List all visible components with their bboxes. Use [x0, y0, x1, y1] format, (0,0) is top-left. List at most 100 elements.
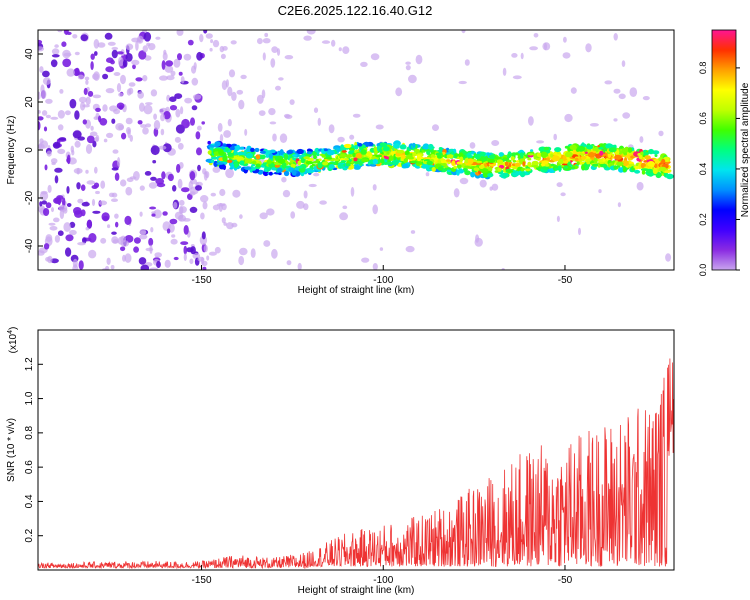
spectrogram-cell: [44, 164, 48, 171]
spectrogram-cell: [586, 144, 594, 150]
spectrogram-cell: [405, 61, 411, 65]
spectrogram-cell: [453, 165, 458, 169]
spectrogram-cell: [343, 143, 352, 149]
spectrogram-cell: [42, 70, 50, 78]
spectrogram-cell: [296, 148, 304, 155]
spectrogram-cell: [580, 156, 587, 160]
spectrogram-cell: [576, 161, 580, 166]
spectrogram-cell: [461, 30, 466, 34]
spectrogram-cell: [63, 222, 71, 232]
spectrogram-cell: [491, 183, 499, 191]
spectrogram-cell: [283, 154, 289, 160]
spectrogram-x-axis-label: Height of straight line (km): [298, 285, 415, 296]
spectrogram-cell: [643, 160, 648, 163]
spectrogram-cell: [212, 166, 221, 173]
spectrogram-cell: [426, 160, 433, 165]
spectrogram-cell: [126, 88, 132, 96]
spectrogram-cell: [203, 30, 208, 34]
spectrogram-cell: [528, 116, 534, 126]
spectrogram-cell: [236, 89, 244, 95]
spectrogram-cell: [296, 165, 303, 169]
spectrogram-x-tick-label: -50: [558, 275, 573, 286]
spectrogram-cell: [502, 172, 509, 178]
spectrogram-cell: [306, 151, 313, 155]
spectrogram-cell: [230, 40, 237, 45]
spectrogram-cell: [177, 178, 183, 189]
spectrogram-cell: [69, 229, 77, 236]
spectrogram-cell: [66, 68, 75, 77]
spectrogram-cell: [265, 154, 270, 158]
spectrogram-cell: [257, 38, 263, 45]
spectrogram-cell: [142, 75, 148, 82]
spectrogram-cell: [121, 132, 127, 140]
spectrogram-cell: [323, 148, 328, 152]
spectrogram-cell: [551, 155, 560, 162]
snr-plot-area: [38, 330, 674, 570]
spectrogram-cell: [90, 53, 95, 60]
spectrogram-cell: [350, 144, 354, 149]
spectrogram-cell: [86, 219, 92, 229]
spectrogram-cell: [166, 75, 175, 81]
spectrogram-cell: [475, 234, 480, 243]
spectrogram-cell: [65, 234, 74, 242]
spectrogram-cell: [342, 46, 350, 54]
spectrogram-cell: [648, 148, 655, 155]
spectrogram-cell: [527, 157, 532, 161]
spectrogram-cell: [58, 137, 67, 141]
spectrogram-cell: [133, 246, 140, 253]
spectrogram-cell: [346, 154, 353, 158]
spectrogram-cell: [654, 154, 658, 158]
spectrogram-cell: [602, 163, 608, 169]
spectrogram-cell: [244, 128, 248, 136]
spectrogram-cell: [83, 87, 88, 96]
spectrogram-cell: [178, 214, 184, 222]
spectrogram-cell: [107, 41, 116, 46]
spectrogram-cell: [386, 151, 390, 155]
spectrogram-cell: [502, 67, 507, 76]
spectrogram-cell: [458, 80, 467, 85]
spectrogram-cell: [431, 167, 436, 172]
spectrogram-cell: [137, 120, 143, 125]
spectrogram-cell: [372, 184, 377, 191]
spectrogram-cell: [278, 77, 284, 81]
spectrogram-cell: [176, 30, 184, 36]
spectrogram-cell: [641, 170, 646, 175]
spectrogram-cell: [504, 161, 509, 166]
spectrogram-cell: [297, 262, 302, 270]
spectrogram-cell: [496, 159, 504, 165]
spectrogram-cell: [631, 167, 635, 171]
spectrogram-cell: [405, 245, 415, 253]
spectrogram-cell: [255, 163, 261, 168]
spectrogram-cell: [437, 159, 442, 164]
spectrogram-cell: [328, 164, 335, 170]
spectrogram-cell: [270, 58, 276, 68]
spectrogram-cell: [340, 144, 345, 150]
spectrogram-cell: [180, 76, 185, 84]
spectrogram-cell: [269, 149, 276, 154]
spectrogram-cell: [74, 110, 80, 120]
spectrogram-cell: [250, 147, 255, 153]
spectrogram-cell: [62, 197, 66, 208]
spectrogram-cell: [379, 159, 385, 164]
spectrogram-cell: [126, 177, 134, 183]
spectrogram-cell: [189, 171, 196, 181]
spectrogram-cell: [85, 79, 89, 85]
spectrogram-cell: [563, 36, 567, 43]
spectrogram-cell: [445, 159, 451, 162]
spectrogram-cell: [222, 155, 228, 162]
spectrogram-cell: [140, 264, 150, 270]
spectrogram-cell: [135, 41, 139, 51]
spectrogram-cell: [665, 173, 674, 180]
spectrogram-cell: [512, 159, 517, 163]
spectrogram-cell: [479, 151, 486, 157]
spectrogram-cell: [91, 198, 96, 207]
spectrogram-cell: [54, 44, 59, 48]
spectrogram-cell: [196, 147, 202, 156]
spectrogram-cell: [618, 93, 626, 100]
spectrogram-cell: [456, 163, 463, 169]
spectrogram-cell: [174, 136, 181, 143]
spectrogram-cell: [321, 40, 331, 44]
spectrogram-cell: [173, 256, 179, 261]
spectrogram-cell: [101, 212, 110, 222]
spectrogram-cell: [536, 152, 543, 158]
